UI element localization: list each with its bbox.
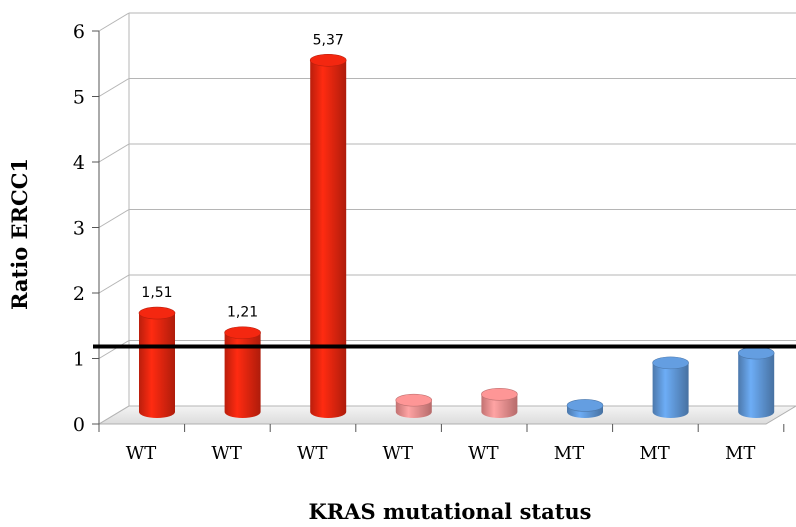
x-tick-label: WT <box>297 443 328 464</box>
gridline-diagonal <box>98 209 130 228</box>
x-tick-label: MT <box>639 443 669 464</box>
x-tick-label: WT <box>211 443 242 464</box>
chart-floor <box>97 405 796 425</box>
y-tick-label: 1 <box>73 349 85 371</box>
data-label: 5,37 <box>313 32 344 48</box>
y-axis-title: Ratio ERCC1 <box>7 158 32 310</box>
y-tick-label: 4 <box>73 152 85 174</box>
gridline-diagonal <box>98 274 130 294</box>
gridlines <box>98 12 796 425</box>
gridline-diagonal <box>98 12 130 32</box>
labels: 0 1 2 3 4 5 6 WT WT WT WT WT MT MT MT 1,51 1,21 5,37 <box>73 21 756 464</box>
gridline-diagonal <box>98 340 130 359</box>
x-tick-label: WT <box>383 443 414 464</box>
y-tick-label: 3 <box>73 218 85 240</box>
floor-plane <box>97 405 796 425</box>
bar <box>138 306 176 418</box>
x-tick-label: WT <box>468 443 499 464</box>
data-label: 1,21 <box>227 305 258 321</box>
x-tick-label: WT <box>126 443 157 464</box>
y-tick-label: 2 <box>73 283 85 305</box>
bar <box>481 388 518 418</box>
y-axis <box>92 30 785 432</box>
x-tick-label: MT <box>725 443 755 464</box>
bar <box>737 346 775 419</box>
bar <box>652 356 689 419</box>
y-tick-label: 5 <box>73 87 85 109</box>
bar <box>566 399 604 418</box>
bars <box>138 53 775 419</box>
bar <box>395 393 433 419</box>
y-tick-label: 0 <box>73 414 85 436</box>
gridline-diagonal <box>98 405 130 425</box>
gridline-diagonal <box>98 143 130 163</box>
x-axis-title: KRAS mutational status <box>308 499 591 524</box>
x-tick-label: MT <box>554 443 584 464</box>
data-label: 1,51 <box>141 285 172 301</box>
bar <box>224 326 261 419</box>
bar <box>309 53 347 419</box>
gridline-diagonal <box>98 78 130 97</box>
y-tick-label: 6 <box>73 21 85 43</box>
